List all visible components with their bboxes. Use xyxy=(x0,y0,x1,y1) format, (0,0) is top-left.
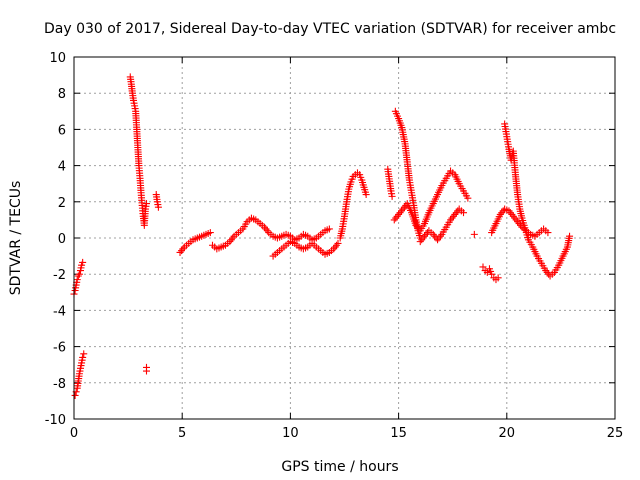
y-tick-label: 8 xyxy=(58,87,66,102)
data-point-seg-e xyxy=(142,367,150,375)
y-tick-label: -2 xyxy=(53,268,66,283)
y-tick-label: 2 xyxy=(58,196,66,211)
data-point-seg-p xyxy=(544,229,552,237)
x-tick-label: 5 xyxy=(178,426,186,441)
y-axis-label: SDTVAR / TECUs xyxy=(8,181,24,296)
data-point-seg-g xyxy=(325,225,333,233)
data-point-seg-n xyxy=(470,230,478,238)
y-tick-label: -6 xyxy=(53,341,66,356)
x-tick-label: 10 xyxy=(282,426,299,441)
x-tick-label: 15 xyxy=(390,426,407,441)
data-point-seg-o xyxy=(494,274,502,282)
data-point-seg-l xyxy=(464,194,472,202)
data-point-seg-a xyxy=(79,258,87,266)
data-points xyxy=(70,73,574,399)
data-point-seg-m xyxy=(460,209,468,217)
grid xyxy=(74,57,615,419)
x-axis-label: GPS time / hours xyxy=(281,459,398,475)
y-tick-label: -10 xyxy=(45,413,66,428)
data-point-seg-b xyxy=(71,391,79,399)
data-point-seg-a xyxy=(75,270,83,278)
y-tick-label: -4 xyxy=(53,304,66,319)
x-tick-label: 25 xyxy=(607,426,624,441)
data-point-seg-i xyxy=(362,191,370,199)
data-point-seg-c xyxy=(142,200,150,208)
plot-frame xyxy=(73,56,616,420)
data-point-seg-f xyxy=(206,229,214,237)
y-tick-label: 10 xyxy=(49,51,66,66)
x-tick-label: 0 xyxy=(70,426,78,441)
data-point-seg-o xyxy=(483,268,491,276)
y-tick-label: -8 xyxy=(53,377,66,392)
data-point-seg-a xyxy=(73,276,81,284)
y-tick-label: 4 xyxy=(58,160,66,175)
data-point-seg-o xyxy=(479,263,487,271)
data-point-seg-b xyxy=(79,353,87,361)
data-point-seg-h xyxy=(334,239,342,247)
x-tick-label: 20 xyxy=(499,426,516,441)
data-point-seg-q xyxy=(566,232,574,240)
data-point-seg-b xyxy=(80,350,88,358)
y-tick-label: 0 xyxy=(58,232,66,247)
chart-title: Day 030 of 2017, Sidereal Day-to-day VTE… xyxy=(44,21,616,37)
data-point-seg-d xyxy=(154,203,162,211)
y-tick-label: 6 xyxy=(58,123,66,138)
data-point-seg-o xyxy=(488,270,496,278)
data-point-seg-j xyxy=(388,192,396,200)
